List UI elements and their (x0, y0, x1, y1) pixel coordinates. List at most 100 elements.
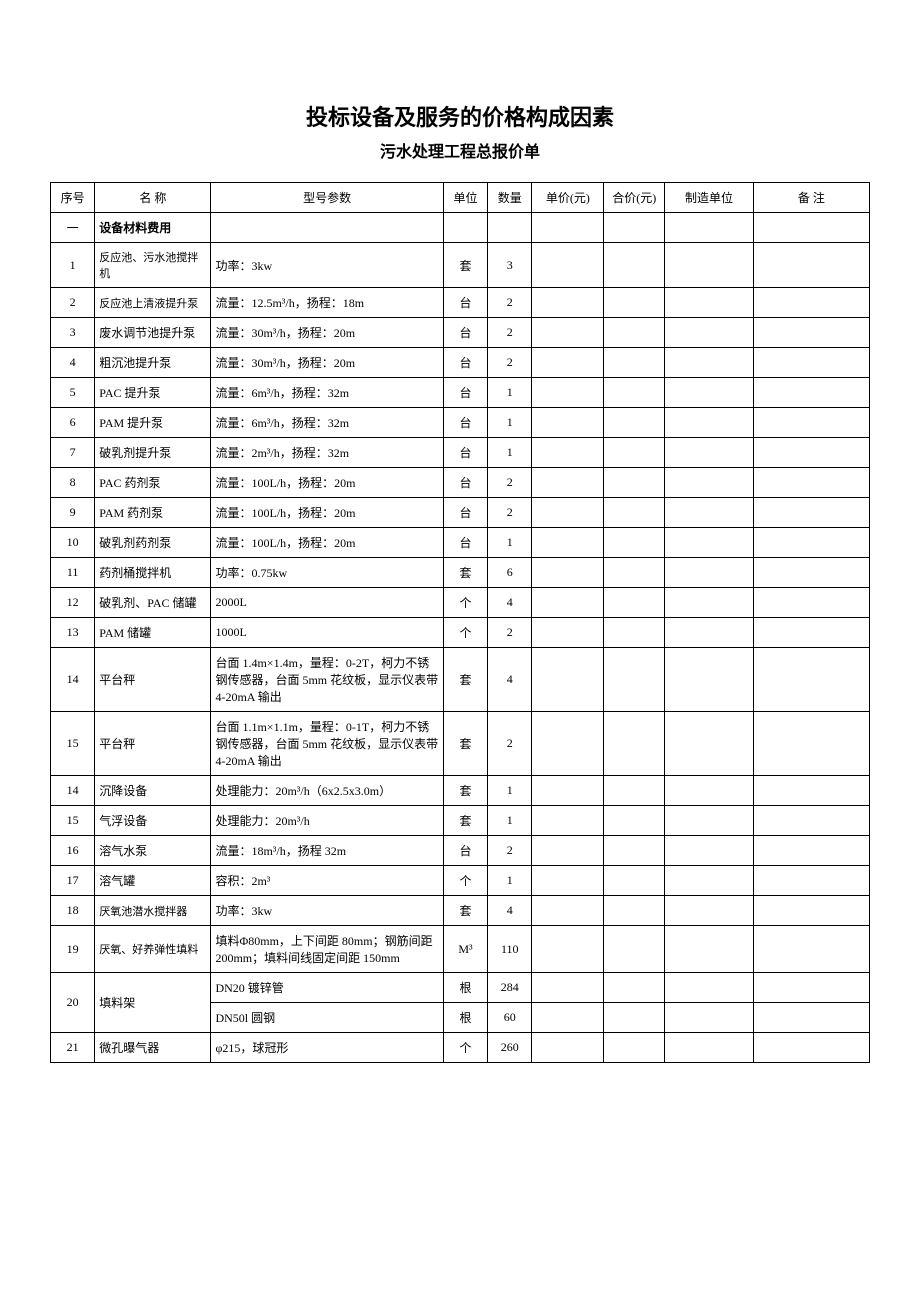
cell-remark (753, 973, 869, 1003)
header-unitprice: 单价(元) (532, 183, 604, 213)
header-param: 型号参数 (211, 183, 443, 213)
cell-remark (753, 836, 869, 866)
cell-qty: 1 (488, 408, 532, 438)
cell-unitprice (532, 468, 604, 498)
cell-total (604, 528, 665, 558)
cell-remark (753, 1033, 869, 1063)
cell-qty: 2 (488, 288, 532, 318)
cell-qty: 4 (488, 588, 532, 618)
cell-remark (753, 806, 869, 836)
cell-seq: 3 (51, 318, 95, 348)
table-body: 一设备材料费用1反应池、污水池搅拌机功率：3kw套32反应池上清液提升泵流量：1… (51, 213, 870, 1063)
cell-unit: 台 (443, 318, 487, 348)
cell-total (604, 558, 665, 588)
cell-unit: 台 (443, 836, 487, 866)
cell-qty: 4 (488, 896, 532, 926)
cell-total (604, 468, 665, 498)
cell-unitprice (532, 438, 604, 468)
cell-name: PAM 提升泵 (95, 408, 211, 438)
cell-name: 厌氧池潜水搅拌器 (95, 896, 211, 926)
cell-name: 沉降设备 (95, 776, 211, 806)
section-remark (753, 213, 869, 243)
cell-qty: 1 (488, 528, 532, 558)
cell-param: 流量：6m³/h，扬程：32m (211, 378, 443, 408)
cell-unit: 套 (443, 896, 487, 926)
cell-unit: 台 (443, 288, 487, 318)
header-mfr: 制造单位 (665, 183, 754, 213)
cell-param: 流量：30m³/h，扬程：20m (211, 348, 443, 378)
cell-seq: 18 (51, 896, 95, 926)
cell-param: 1000L (211, 618, 443, 648)
cell-param: 填料Φ80mm，上下间距 80mm；钢筋间距 200mm；填料间线固定间距 15… (211, 926, 443, 973)
cell-seq: 8 (51, 468, 95, 498)
cell-total (604, 712, 665, 776)
cell-name: 溶气罐 (95, 866, 211, 896)
table-row: 2反应池上清液提升泵流量：12.5m³/h，扬程：18m台2 (51, 288, 870, 318)
cell-name: PAM 储罐 (95, 618, 211, 648)
cell-param: 流量：18m³/h，扬程 32m (211, 836, 443, 866)
section-total (604, 213, 665, 243)
cell-mfr (665, 776, 754, 806)
cell-param: 流量：100L/h，扬程：20m (211, 528, 443, 558)
table-row: 3废水调节池提升泵流量：30m³/h，扬程：20m台2 (51, 318, 870, 348)
cell-seq: 4 (51, 348, 95, 378)
cell-name: 药剂桶搅拌机 (95, 558, 211, 588)
cell-total (604, 836, 665, 866)
cell-unitprice (532, 776, 604, 806)
cell-qty: 4 (488, 648, 532, 712)
cell-name: PAC 提升泵 (95, 378, 211, 408)
cell-name: 填料架 (95, 973, 211, 1033)
header-seq: 序号 (51, 183, 95, 213)
cell-unit: 套 (443, 648, 487, 712)
cell-remark (753, 558, 869, 588)
cell-unitprice (532, 973, 604, 1003)
cell-name: 废水调节池提升泵 (95, 318, 211, 348)
cell-total (604, 776, 665, 806)
cell-unit: 根 (443, 973, 487, 1003)
cell-remark (753, 498, 869, 528)
cell-unitprice (532, 288, 604, 318)
cell-qty: 60 (488, 1003, 532, 1033)
cell-total (604, 408, 665, 438)
cell-unit: 个 (443, 618, 487, 648)
cell-name: PAC 药剂泵 (95, 468, 211, 498)
cell-remark (753, 588, 869, 618)
cell-total (604, 438, 665, 468)
section-seq: 一 (51, 213, 95, 243)
table-row: 13PAM 储罐1000L个2 (51, 618, 870, 648)
table-row: 10破乳剂药剂泵流量：100L/h，扬程：20m台1 (51, 528, 870, 558)
cell-seq: 1 (51, 243, 95, 288)
cell-qty: 6 (488, 558, 532, 588)
cell-remark (753, 408, 869, 438)
cell-unit: M³ (443, 926, 487, 973)
table-row: 4粗沉池提升泵流量：30m³/h，扬程：20m台2 (51, 348, 870, 378)
cell-unitprice (532, 1033, 604, 1063)
cell-total (604, 1033, 665, 1063)
cell-name: PAM 药剂泵 (95, 498, 211, 528)
table-row: 1反应池、污水池搅拌机功率：3kw套3 (51, 243, 870, 288)
section-unitprice (532, 213, 604, 243)
cell-unit: 台 (443, 408, 487, 438)
cell-mfr (665, 1033, 754, 1063)
cell-remark (753, 618, 869, 648)
cell-total (604, 648, 665, 712)
cell-qty: 3 (488, 243, 532, 288)
cell-remark (753, 1003, 869, 1033)
cell-unit: 套 (443, 712, 487, 776)
cell-mfr (665, 973, 754, 1003)
cell-remark (753, 528, 869, 558)
table-row: 11药剂桶搅拌机功率：0.75kw套6 (51, 558, 870, 588)
cell-total (604, 618, 665, 648)
cell-name: 反应池上清液提升泵 (95, 288, 211, 318)
cell-remark (753, 896, 869, 926)
cell-param: 功率：3kw (211, 896, 443, 926)
cell-name: 厌氧、好养弹性填料 (95, 926, 211, 973)
cell-qty: 260 (488, 1033, 532, 1063)
header-total: 合价(元) (604, 183, 665, 213)
cell-total (604, 498, 665, 528)
cell-unitprice (532, 528, 604, 558)
cell-unitprice (532, 926, 604, 973)
cell-param: 功率：3kw (211, 243, 443, 288)
cell-mfr (665, 712, 754, 776)
cell-seq: 7 (51, 438, 95, 468)
